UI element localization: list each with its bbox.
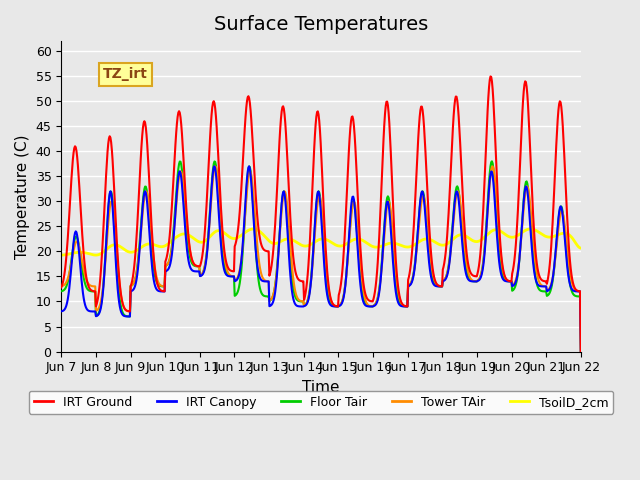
Tower TAir (399, 302, 407, 308)
Tower TAir (58, 283, 65, 289)
Floor Tair (488, 158, 496, 164)
IRT Canopy (211, 163, 218, 169)
Tower TAir (67, 264, 74, 269)
Floor Tair (577, 348, 585, 354)
Tower TAir (577, 348, 585, 354)
Line: Floor Tair: Floor Tair (61, 161, 581, 351)
IRT Ground (577, 348, 585, 354)
IRT Ground (120, 305, 128, 311)
Y-axis label: Temperature (C): Temperature (C) (15, 134, 30, 259)
Floor Tair (58, 288, 65, 294)
Line: IRT Canopy: IRT Canopy (61, 166, 581, 351)
Line: Tower TAir: Tower TAir (61, 167, 581, 351)
Floor Tair (67, 263, 74, 268)
X-axis label: Time: Time (302, 380, 340, 395)
TsoilD_2cm (200, 239, 208, 244)
TsoilD_2cm (384, 241, 392, 247)
IRT Canopy (400, 303, 408, 309)
IRT Canopy (385, 202, 392, 207)
Floor Tair (173, 182, 180, 188)
IRT Canopy (120, 313, 128, 319)
Title: Surface Temperatures: Surface Temperatures (214, 15, 428, 34)
IRT Canopy (58, 309, 65, 314)
Tower TAir (489, 164, 497, 169)
TsoilD_2cm (526, 226, 534, 232)
IRT Ground (384, 102, 392, 108)
IRT Canopy (67, 272, 74, 277)
IRT Canopy (173, 189, 180, 195)
Tower TAir (200, 265, 208, 271)
Text: TZ_irt: TZ_irt (103, 67, 148, 82)
TsoilD_2cm (58, 252, 65, 258)
Tower TAir (120, 305, 128, 311)
Line: IRT Ground: IRT Ground (61, 76, 581, 351)
TsoilD_2cm (67, 251, 74, 256)
TsoilD_2cm (577, 245, 585, 251)
IRT Canopy (577, 348, 585, 354)
TsoilD_2cm (399, 243, 407, 249)
Floor Tair (384, 193, 392, 199)
IRT Ground (67, 188, 74, 194)
Floor Tair (120, 312, 128, 318)
Floor Tair (399, 303, 407, 309)
IRT Canopy (200, 267, 208, 273)
Tower TAir (384, 200, 392, 205)
Tower TAir (173, 194, 180, 200)
TsoilD_2cm (120, 246, 128, 252)
Legend: IRT Ground, IRT Canopy, Floor Tair, Tower TAir, TsoilD_2cm: IRT Ground, IRT Canopy, Floor Tair, Towe… (29, 391, 613, 414)
IRT Ground (486, 73, 494, 79)
IRT Ground (58, 285, 65, 290)
IRT Ground (399, 302, 407, 308)
IRT Ground (200, 235, 208, 240)
IRT Ground (173, 121, 180, 127)
TsoilD_2cm (173, 234, 180, 240)
Floor Tair (200, 265, 208, 271)
Line: TsoilD_2cm: TsoilD_2cm (61, 229, 581, 255)
